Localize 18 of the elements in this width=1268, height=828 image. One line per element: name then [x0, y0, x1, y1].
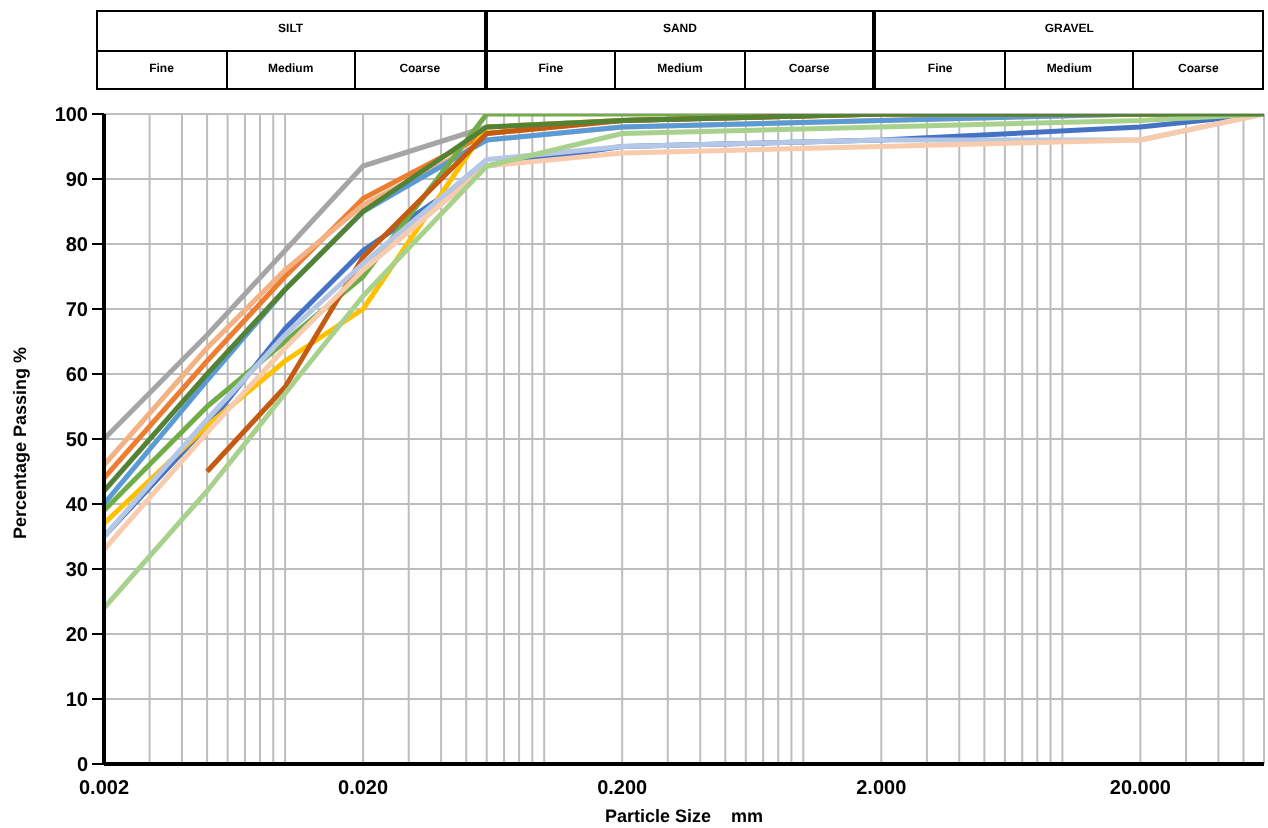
x-axis-title: Particle Size mm	[604, 806, 764, 826]
y-tick-label: 10	[65, 690, 89, 713]
y-axis-title: Percentage Passing %	[10, 346, 31, 539]
y-tick-label: 20	[65, 625, 89, 648]
y-tick-label: 60	[65, 365, 89, 388]
y-tick-label: 40	[65, 495, 89, 518]
y-tick-label: 80	[65, 235, 89, 258]
y-tick-label: 90	[65, 170, 89, 193]
x-tick-label: 2.000	[856, 778, 908, 801]
x-tick-label: 0.002	[78, 778, 130, 801]
x-tick-label: 0.200	[597, 778, 649, 801]
y-tick-label: 0	[76, 755, 89, 778]
x-tick-label: 20.000	[1109, 778, 1172, 801]
x-tick-label: 0.020	[338, 778, 389, 801]
y-tick-label: 50	[65, 430, 89, 453]
y-tick-label: 100	[54, 105, 89, 128]
y-tick-label: 70	[65, 300, 89, 323]
y-tick-label: 30	[65, 560, 89, 583]
